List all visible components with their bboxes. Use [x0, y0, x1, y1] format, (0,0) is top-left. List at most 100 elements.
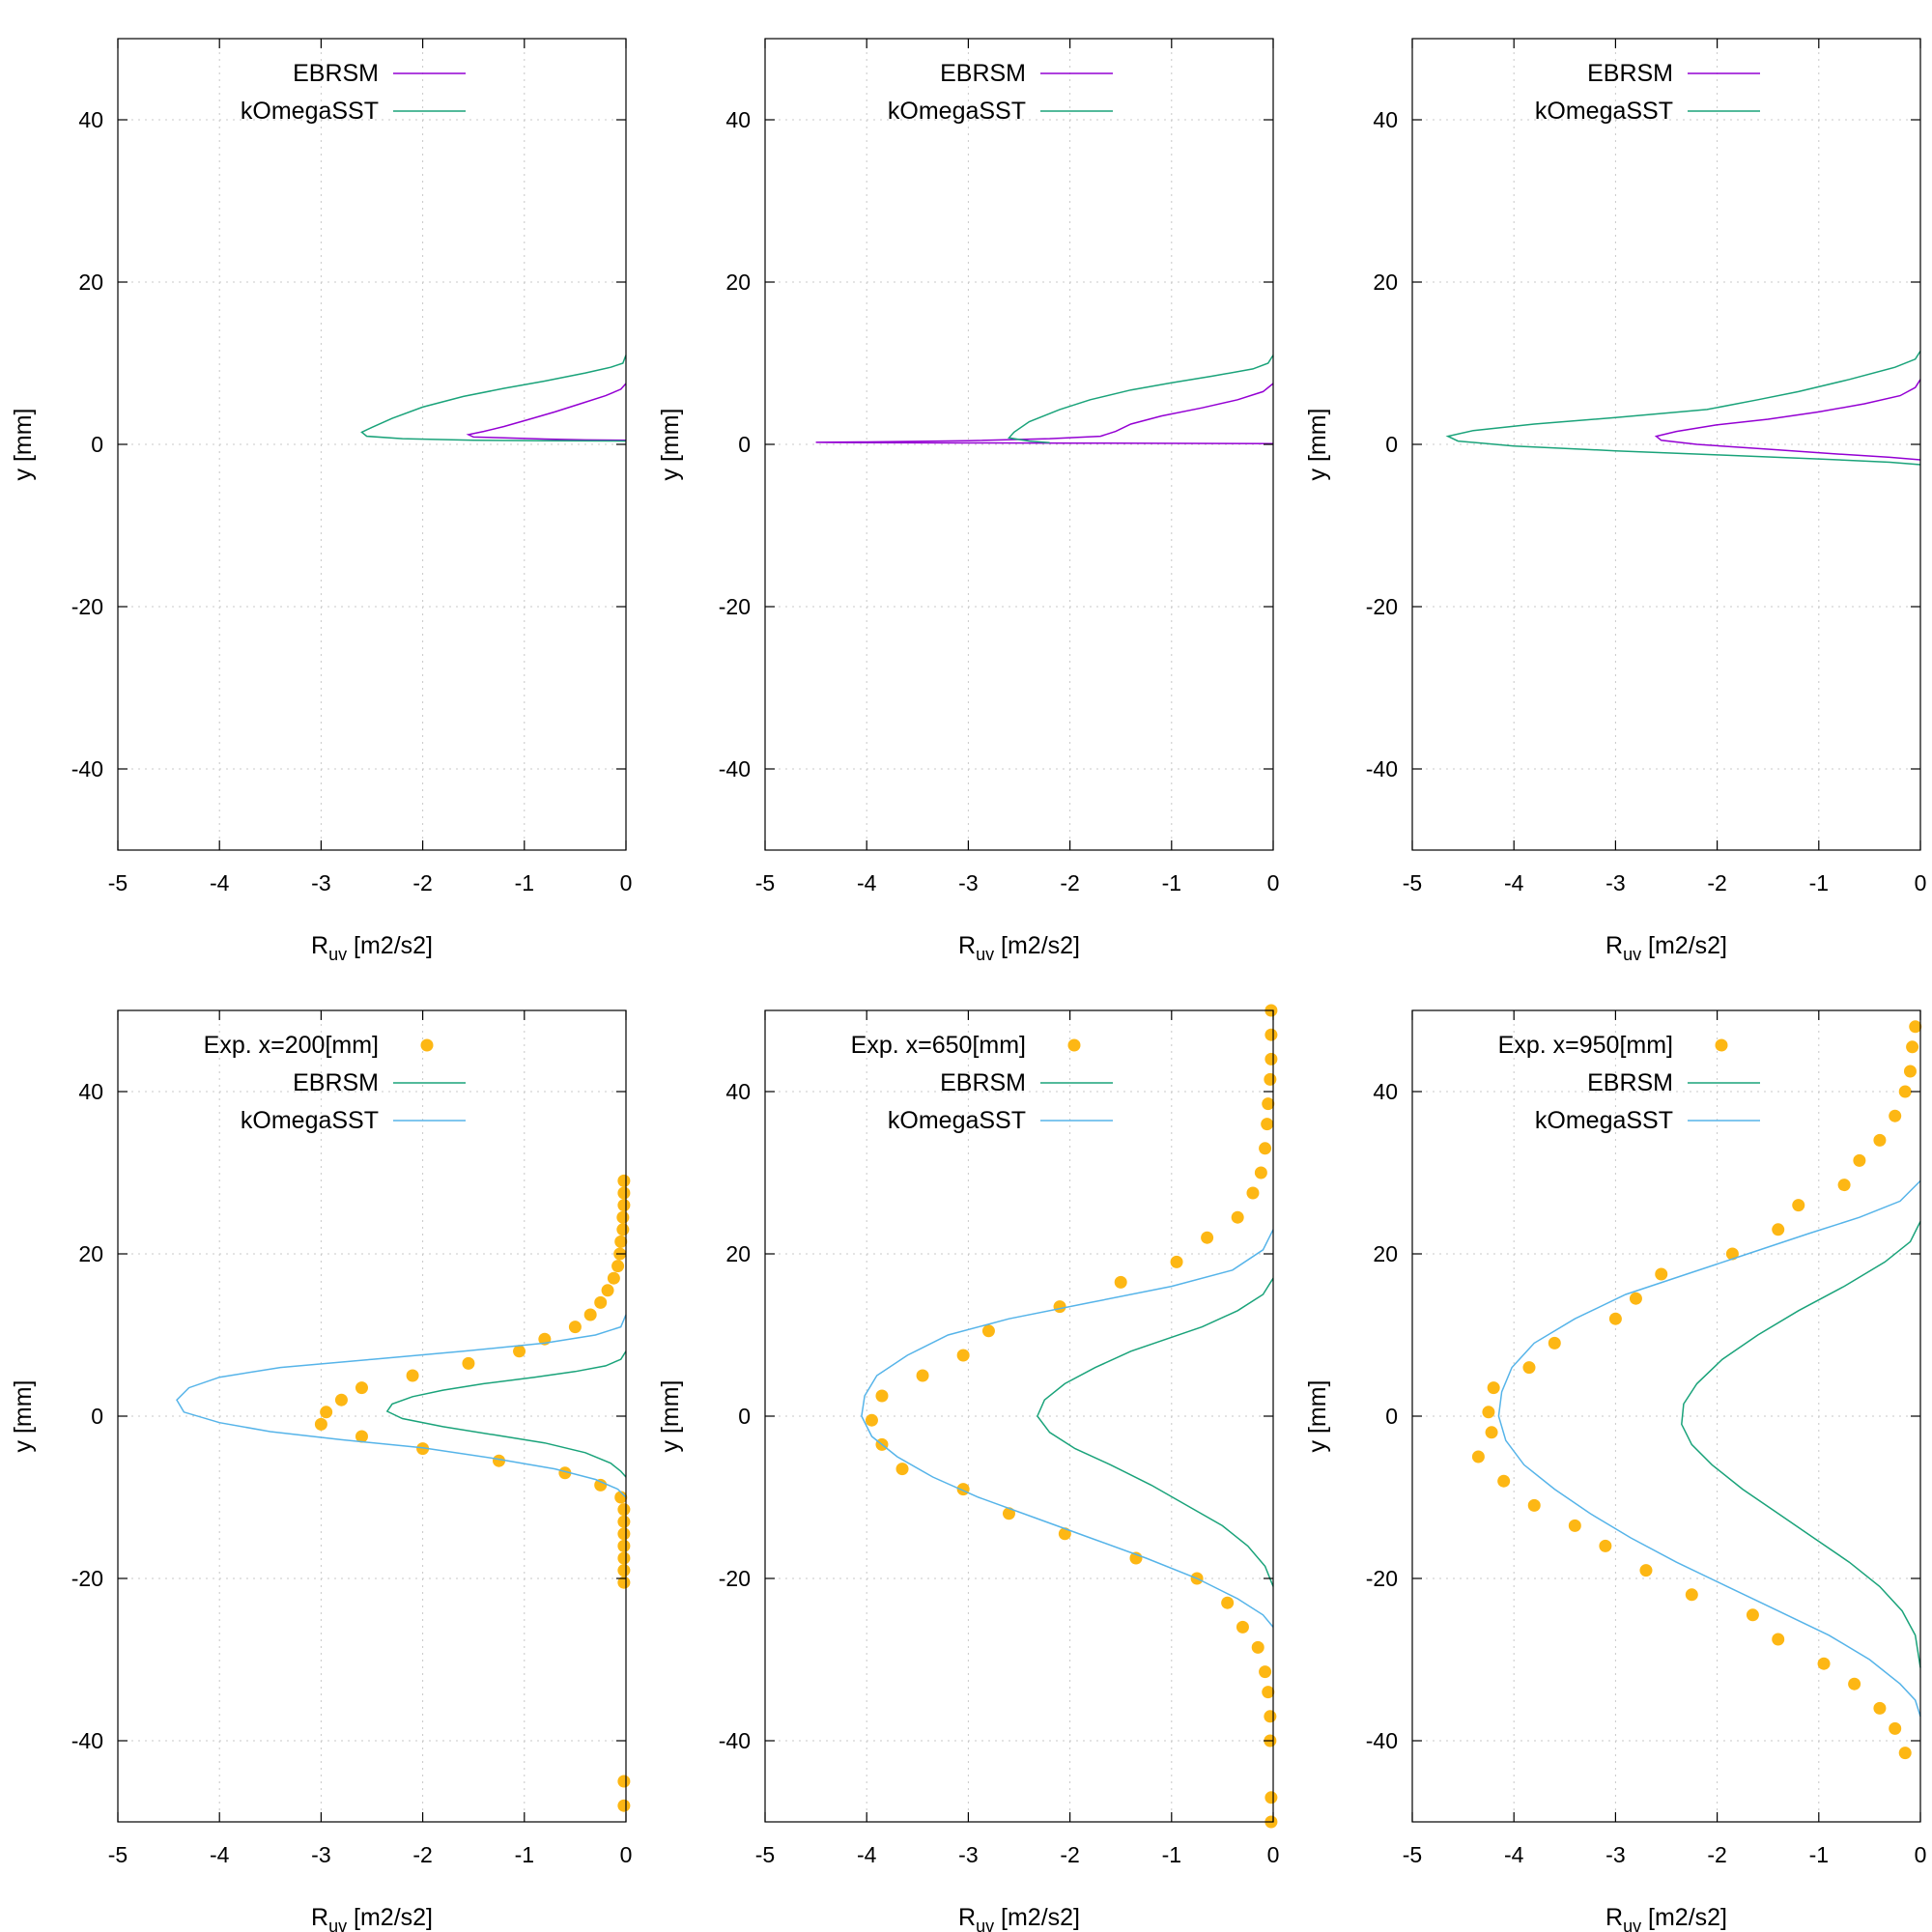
data-point — [1264, 1072, 1277, 1086]
x-tick-label: 0 — [1267, 870, 1280, 895]
y-tick-label: 20 — [725, 270, 751, 295]
series-ebrsm — [466, 383, 627, 441]
data-point — [1262, 1097, 1275, 1111]
x-axis-label: Ruv [m2/s2] — [311, 932, 433, 964]
data-point — [1236, 1620, 1249, 1634]
y-tick-label: -20 — [719, 1566, 751, 1591]
data-point — [594, 1295, 608, 1309]
data-point — [1817, 1657, 1831, 1670]
series-line — [1037, 1277, 1274, 1587]
x-tick-label: -4 — [210, 1842, 230, 1867]
data-point — [1058, 1527, 1071, 1541]
data-point — [583, 1308, 597, 1321]
data-point — [616, 1210, 630, 1224]
data-point — [1906, 1040, 1919, 1054]
data-point — [617, 1539, 631, 1552]
x-tick-label: -1 — [1162, 870, 1181, 895]
y-tick-label: 40 — [725, 1079, 751, 1104]
x-tick-label: -4 — [857, 870, 877, 895]
series-line — [360, 355, 627, 442]
data-point — [617, 1515, 631, 1528]
x-tick-label: -5 — [108, 870, 128, 895]
data-point — [1264, 1028, 1278, 1041]
series-exp-x-950-mm- — [1471, 1020, 1922, 1760]
data-point — [1485, 1426, 1498, 1439]
data-point — [617, 1551, 631, 1565]
data-point — [875, 1389, 889, 1403]
data-point — [1655, 1267, 1668, 1281]
y-tick-label: -40 — [719, 756, 751, 781]
legend-marker — [1715, 1038, 1728, 1052]
series-komegasst — [360, 355, 627, 442]
series-line — [1008, 355, 1274, 444]
panel-2: EBRSM kOmegaSST -5 -4 -3 -2 -1 0 -40 -20 0 20 40 Ruv … — [657, 38, 1280, 964]
data-point — [320, 1406, 333, 1419]
data-point — [1746, 1608, 1759, 1622]
y-axis-label: y [mm] — [10, 1380, 37, 1453]
data-point — [1909, 1020, 1922, 1034]
y-tick-label: -20 — [1366, 1566, 1398, 1591]
data-point — [1231, 1210, 1244, 1224]
data-point — [1608, 1312, 1622, 1325]
data-point — [1527, 1498, 1541, 1512]
data-point — [1629, 1292, 1642, 1305]
y-tick-label: 40 — [78, 107, 103, 132]
series-ebrsm — [1654, 379, 1921, 461]
x-axis-label: Ruv [m2/s2] — [1605, 1904, 1727, 1932]
series-line — [1497, 1179, 1921, 1718]
series-line — [1654, 379, 1921, 461]
legend-marker — [420, 1038, 434, 1052]
data-point — [493, 1454, 505, 1467]
x-tick-label: -3 — [1605, 1842, 1625, 1867]
legend-marker — [1067, 1038, 1081, 1052]
data-point — [1264, 1052, 1278, 1065]
data-point — [916, 1369, 929, 1382]
y-tick-label: -20 — [71, 1566, 103, 1591]
legend-label: EBRSM — [940, 60, 1026, 87]
series-komegasst — [861, 1229, 1274, 1628]
legend-label: kOmegaSST — [888, 1107, 1026, 1134]
y-tick-label: 20 — [78, 270, 103, 295]
legend-label: kOmegaSST — [241, 1107, 379, 1134]
panel-3: EBRSM kOmegaSST -5 -4 -3 -2 -1 0 -40 -20 0 20 40 Ruv … — [1304, 38, 1926, 964]
legend-label: kOmegaSST — [888, 98, 1026, 125]
y-axis-label: y [mm] — [1304, 1380, 1331, 1453]
x-tick-label: -2 — [1707, 870, 1726, 895]
data-point — [617, 1564, 631, 1577]
y-tick-label: -40 — [1366, 1728, 1398, 1753]
data-point — [1873, 1701, 1887, 1715]
x-tick-label: -5 — [1403, 870, 1422, 895]
data-point — [1170, 1255, 1183, 1268]
data-point — [1725, 1247, 1739, 1261]
data-point — [617, 1775, 631, 1788]
x-axis-label: Ruv [m2/s2] — [958, 1904, 1080, 1932]
data-point — [1251, 1640, 1264, 1654]
data-point — [614, 1491, 628, 1504]
x-tick-label: 0 — [620, 1842, 633, 1867]
series-ebrsm — [1681, 1221, 1921, 1668]
data-point — [1262, 1686, 1275, 1699]
data-point — [614, 1235, 628, 1248]
data-point — [1568, 1519, 1581, 1532]
legend-label: kOmegaSST — [1535, 1107, 1673, 1134]
legend-label: EBRSM — [1587, 1069, 1673, 1096]
data-point — [1114, 1275, 1127, 1289]
series-ebrsm — [1037, 1277, 1274, 1587]
x-axis-label: Ruv [m2/s2] — [1605, 932, 1727, 964]
data-point — [568, 1321, 582, 1334]
data-point — [617, 1527, 631, 1541]
data-point — [1548, 1336, 1561, 1350]
y-tick-label: 40 — [78, 1079, 103, 1104]
x-tick-label: 0 — [620, 870, 633, 895]
x-tick-label: -1 — [1809, 1842, 1829, 1867]
x-tick-label: -5 — [108, 1842, 128, 1867]
series-line — [815, 383, 1274, 444]
data-point — [1898, 1747, 1912, 1760]
series-ebrsm — [385, 1350, 627, 1478]
data-point — [1903, 1065, 1917, 1078]
data-point — [1471, 1450, 1485, 1463]
series-ebrsm — [815, 383, 1274, 444]
data-point — [1599, 1539, 1612, 1552]
y-tick-label: 40 — [725, 107, 751, 132]
